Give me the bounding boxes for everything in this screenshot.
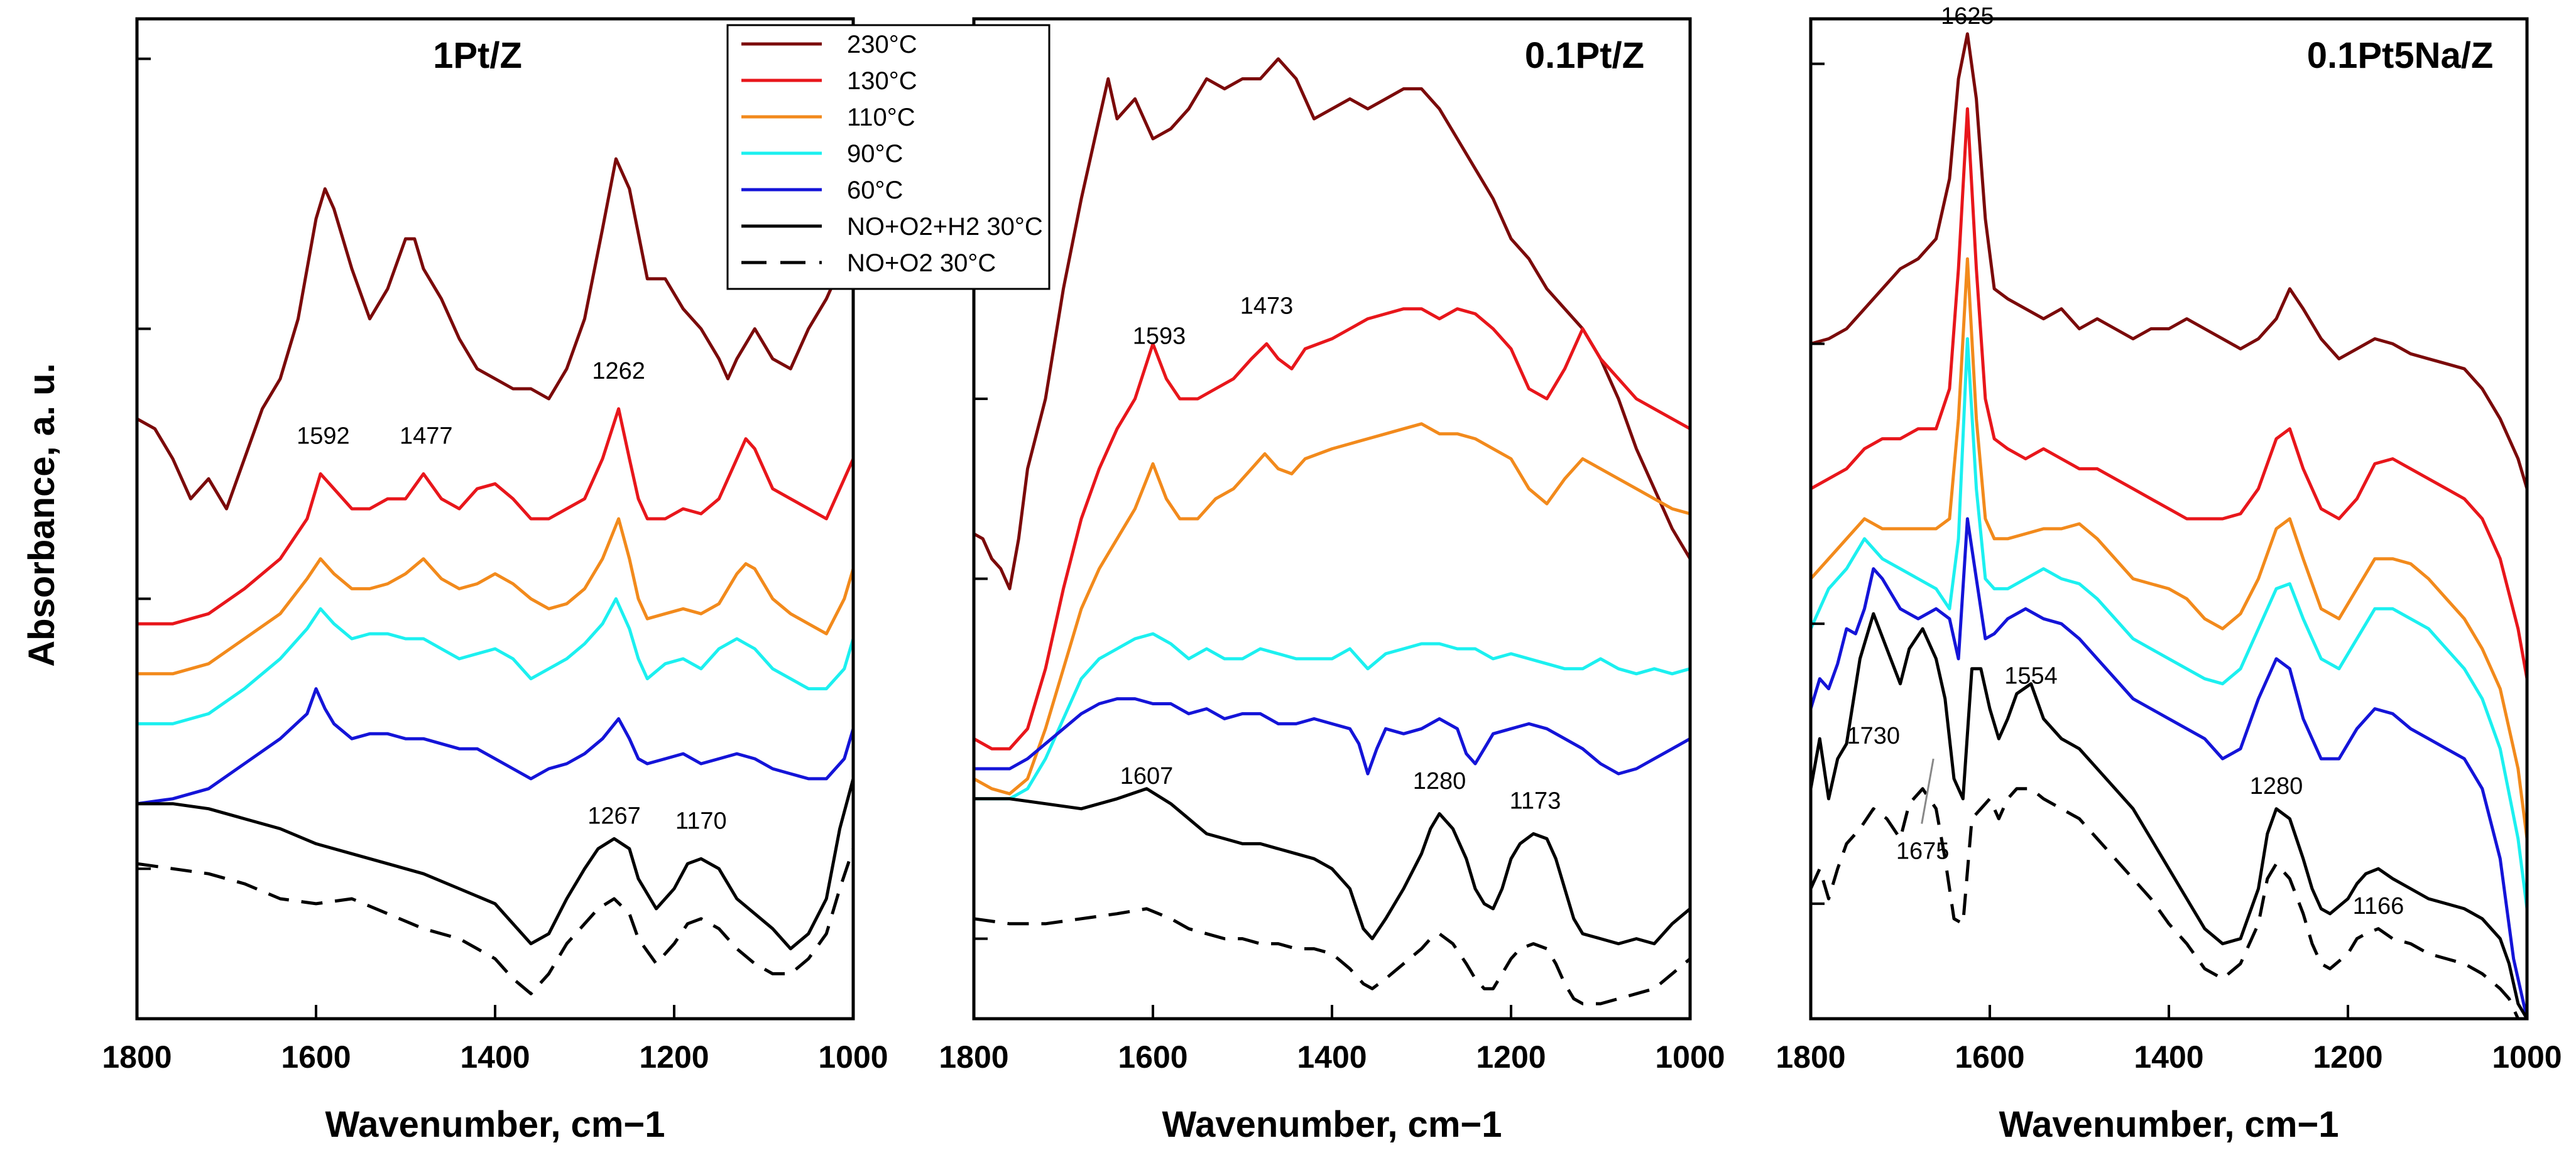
panel-1-x-tick-label-1600: 1600	[281, 1039, 351, 1075]
panel-1-annotation-1262: 1262	[592, 358, 645, 384]
panel-1-x-tick-label-1200: 1200	[639, 1039, 709, 1075]
panel-1pt-z: 1800 1600 1400 1200 1000 1592 1477 1262 1267 117…	[102, 17, 888, 1145]
panel-3-series-60-c	[1809, 517, 2529, 1019]
legend: 230°C 130°C 110°C 90°C 60°C NO+O2+H2 30°C NO+O…	[726, 24, 1051, 290]
panel-3-annotation-1280: 1280	[2250, 773, 2303, 800]
panel-1-series	[136, 157, 855, 995]
panel-1-series-130-c	[137, 407, 855, 626]
panel-2-title: 0.1Pt/Z	[1525, 35, 1644, 76]
panel-3-x-tick-label-1200: 1200	[2313, 1039, 2382, 1075]
panel-1-series-no-o2-30-c	[136, 848, 855, 995]
panel-0-1pt-z: 1800 1600 1400 1200 1000 1593 1473 1607 1280 117…	[939, 17, 1725, 1145]
panel-1-ticks: 1800 1600 1400 1200 1000	[102, 57, 888, 1075]
panel-1-series-60-c	[136, 687, 855, 806]
panel-3-annotation-1166: 1166	[2353, 893, 2404, 919]
panel-3-annotation-1625: 1625	[1941, 3, 1994, 30]
panel-3-annotation-1675: 1675	[1896, 838, 1950, 864]
panel-1-x-tick-label-1800: 1800	[102, 1039, 172, 1075]
panel-3-x-tick-label-1000: 1000	[2492, 1039, 2562, 1075]
panel-1-annotation-1477: 1477	[400, 423, 453, 450]
panel-1-annotation-1170: 1170	[675, 808, 727, 835]
panel-2-ticks: 1800 1600 1400 1200 1000	[939, 397, 1725, 1075]
panel-3-annotation-1730: 1730	[1847, 723, 1900, 749]
panel-3-ticks: 1800 1600 1400 1200 1000	[1776, 62, 2562, 1075]
panel-3-annotation-1675-leader	[1921, 758, 1935, 824]
panel-3-series-130-c	[1809, 107, 2529, 680]
panel-3-series-230-c	[1810, 32, 2529, 489]
panel-1-x-tick-label-1400: 1400	[460, 1039, 530, 1075]
panel-3-x-axis-title: Wavenumber, cm−1	[1999, 1104, 2339, 1145]
legend-label-90-c: 90°C	[847, 140, 903, 168]
legend-label-110-c: 110°C	[847, 104, 915, 131]
panel-3-x-tick-label-1400: 1400	[2134, 1039, 2203, 1075]
panel-3-series-no-o2-h2-30-c	[1809, 612, 2529, 1020]
panel-1-annotation-1592: 1592	[297, 423, 350, 450]
panel-2-x-tick-label-1600: 1600	[1118, 1039, 1187, 1075]
panel-2-annotation-1280: 1280	[1413, 768, 1466, 794]
panel-3-x-tick-label-1800: 1800	[1776, 1039, 1845, 1075]
panel-3-series	[1809, 32, 2529, 1021]
panel-2-series-110-c	[973, 422, 1691, 796]
panel-2-x-tick-label-1200: 1200	[1476, 1039, 1546, 1075]
panel-2-series-no-o2-h2-30-c	[974, 787, 1691, 946]
panel-2-x-axis-title: Wavenumber, cm−1	[1162, 1104, 1502, 1145]
panel-2-annotations: 1593 1473 1607 1280 1173	[1120, 293, 1561, 815]
panel-2-annotation-1473: 1473	[1240, 293, 1294, 320]
panel-2-series	[973, 57, 1692, 1006]
panel-1-x-axis-title: Wavenumber, cm−1	[325, 1104, 665, 1145]
panel-2-annotation-1607: 1607	[1120, 763, 1174, 789]
legend-label-230-c: 230°C	[847, 31, 917, 58]
legend-label-60-c: 60°C	[847, 176, 903, 204]
y-axis-title: Absorbance, a. u.	[21, 363, 62, 666]
panel-1-x-tick-label-1000: 1000	[818, 1039, 888, 1075]
panel-2-annotation-1173: 1173	[1510, 788, 1561, 815]
panel-2-x-tick-label-1800: 1800	[939, 1039, 1008, 1075]
legend-label-no-o2-30-c: NO+O2 30°C	[847, 249, 996, 277]
panel-1-title: 1Pt/Z	[433, 35, 522, 76]
legend-box	[726, 24, 1051, 290]
panel-3-series-90-c	[1809, 337, 2529, 909]
panel-2-series-90-c	[974, 632, 1691, 801]
panel-2-series-60-c	[974, 697, 1691, 776]
panel-2-x-tick-label-1400: 1400	[1297, 1039, 1367, 1075]
panel-1-series-90-c	[137, 597, 855, 725]
legend-label-130-c: 130°C	[847, 67, 917, 95]
panel-2-series-no-o2-30-c	[973, 907, 1691, 1006]
legend-label-no-o2-h2-30-c: NO+O2+H2 30°C	[847, 213, 1043, 241]
panel-3-series-no-o2-30-c	[1809, 787, 2527, 1021]
panel-3-annotation-1554: 1554	[2004, 663, 2058, 690]
panel-1-series-110-c	[137, 517, 855, 676]
panel-2-series-130-c	[973, 307, 1691, 751]
panel-3-x-tick-label-1600: 1600	[1955, 1039, 2024, 1075]
panel-1-annotation-1267: 1267	[587, 803, 641, 830]
panel-1-annotations: 1592 1477 1262 1267 1170	[297, 358, 726, 834]
panel-2-x-tick-label-1000: 1000	[1655, 1039, 1725, 1075]
panel-3-title: 0.1Pt5Na/Z	[2307, 35, 2494, 76]
panel-1-series-230-c	[136, 157, 855, 511]
panel-3-series-110-c	[1809, 257, 2529, 839]
legend-entries: 230°C 130°C 110°C 90°C 60°C NO+O2+H2 30°C NO+O…	[741, 31, 1043, 277]
panel-1-series-no-o2-h2-30-c	[137, 778, 855, 951]
panel-3-annotations: 1625 1730 1675 1554 1280 1166	[1847, 3, 2404, 919]
panel-2-annotation-1593: 1593	[1133, 323, 1186, 349]
panel-2-series-230-c	[973, 57, 1692, 590]
panel-0-1pt5na-z: 1800 1600 1400 1200 1000 1625 1730 1675 1554 128…	[1776, 3, 2562, 1145]
